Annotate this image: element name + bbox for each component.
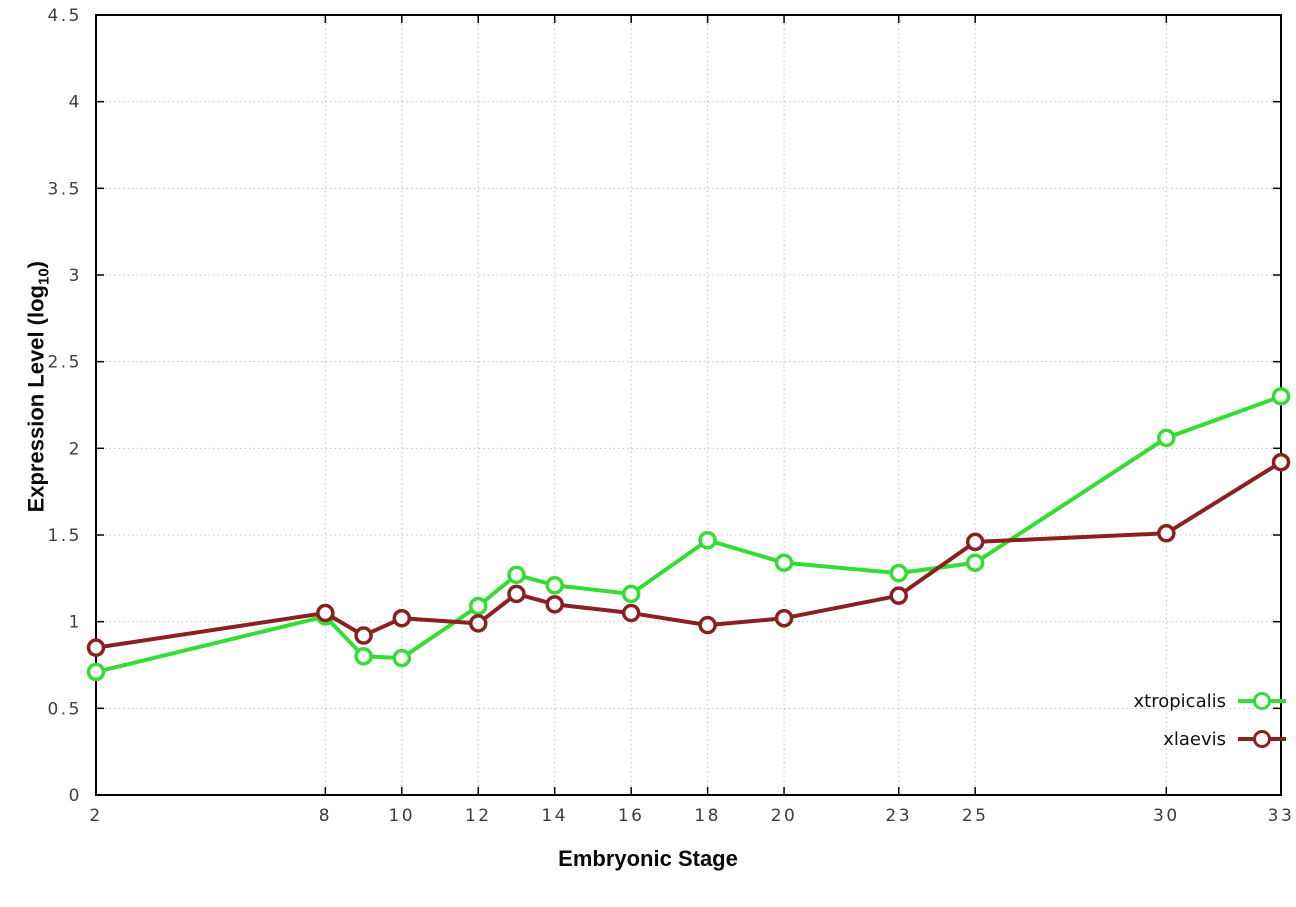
y-axis-label-end: ) [23, 260, 49, 269]
data-point-marker [889, 563, 908, 583]
data-point-marker [354, 626, 373, 645]
data-point-marker [621, 603, 641, 623]
x-tick-label: 12 [465, 806, 492, 826]
x-tick-label: 33 [1268, 806, 1295, 826]
x-axis-label: Embryonic Stage [558, 846, 738, 871]
data-point-marker [507, 584, 526, 604]
x-tick-label: 2 [89, 806, 102, 826]
y-tick-label: 0.5 [47, 699, 82, 719]
data-point-marker [392, 608, 412, 628]
data-point-marker [86, 638, 106, 657]
y-tick-label: 1 [69, 613, 82, 633]
legend-point-icon [1253, 692, 1271, 710]
data-point-marker [392, 648, 412, 668]
data-point-marker [86, 662, 106, 682]
y-axis-label-main: Expression Level (log [23, 285, 49, 513]
data-point-marker [698, 530, 717, 550]
data-point-marker [507, 565, 526, 585]
x-tick-label: 30 [1153, 806, 1180, 826]
y-tick-label: 3.5 [47, 179, 82, 199]
legend-item-xlaevis: xlaevis [1134, 720, 1286, 758]
x-tick-label: 25 [962, 806, 989, 826]
x-tick-label: 20 [771, 806, 798, 826]
y-tick-label: 2 [69, 439, 82, 459]
tick-labels: 2 8 10 12 14 16 18 20 23 25 30 33 0 0.5 1 1.5 2 2.5 3 3.5 4 4… [47, 6, 1295, 826]
data-point-marker [1271, 452, 1291, 472]
y-tick-label: 0 [69, 786, 82, 806]
x-tick-label: 10 [388, 806, 415, 826]
data-point-marker [1157, 524, 1176, 543]
y-axis-label: Expression Level (log10) [23, 207, 52, 567]
x-tick-label: 23 [885, 806, 912, 826]
x-tick-label: 14 [541, 806, 568, 826]
legend-line-sample-icon [1238, 730, 1286, 748]
gridlines [95, 14, 1282, 796]
y-tick-label: 3 [69, 266, 82, 286]
y-tick-label: 1.5 [47, 526, 82, 546]
y-tick-label: 2.5 [47, 353, 82, 373]
data-point-marker [698, 615, 717, 635]
data-point-marker [469, 596, 488, 616]
series-xtropicalis [86, 387, 1291, 682]
data-point-marker [621, 584, 641, 604]
x-tick-label: 18 [694, 806, 721, 826]
data-point-marker [469, 614, 488, 633]
data-point-marker [354, 647, 373, 666]
data-point-marker [965, 532, 985, 552]
y-tick-label: 4.5 [47, 6, 82, 26]
legend: xtropicalis xlaevis [1134, 682, 1286, 758]
legend-label: xlaevis [1163, 728, 1226, 750]
data-point-marker [1157, 428, 1176, 448]
data-point-marker [774, 608, 794, 628]
y-axis-label-sub: 10 [35, 268, 53, 286]
x-tick-label: 16 [618, 806, 645, 826]
data-point-marker [1271, 387, 1291, 406]
data-point-marker [545, 576, 564, 595]
data-point-marker [316, 603, 335, 623]
data-point-marker [965, 553, 985, 572]
legend-point-icon [1253, 730, 1271, 748]
x-tick-label: 8 [319, 806, 332, 826]
plot-border [95, 14, 1282, 796]
series-xlaevis [86, 452, 1291, 657]
legend-line-sample-icon [1238, 692, 1286, 710]
data-point-marker [545, 595, 564, 614]
data-point-marker [774, 553, 794, 572]
legend-label: xtropicalis [1133, 690, 1226, 712]
legend-item-xtropicalis: xtropicalis [1134, 682, 1286, 720]
data-point-marker [889, 586, 908, 605]
y-tick-label: 4 [69, 93, 82, 113]
